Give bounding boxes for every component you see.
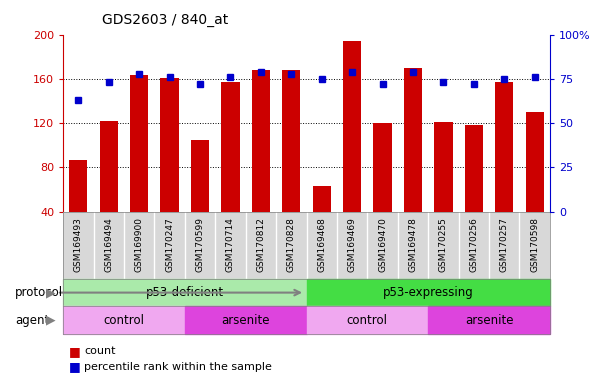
Text: protocol: protocol	[15, 286, 63, 299]
Bar	[307, 306, 428, 334]
Bar	[160, 78, 178, 212]
Bar	[495, 82, 513, 212]
Text: ■: ■	[69, 345, 81, 358]
Text: GSM170812: GSM170812	[257, 217, 266, 272]
Text: p53-deficient: p53-deficient	[146, 286, 224, 299]
Text: GSM170257: GSM170257	[500, 217, 509, 272]
Text: GSM170599: GSM170599	[195, 217, 204, 272]
Text: GSM170714: GSM170714	[226, 217, 235, 272]
Bar	[373, 123, 392, 212]
Bar	[465, 125, 483, 212]
Bar	[69, 160, 88, 212]
Bar	[221, 82, 240, 212]
Text: GSM170828: GSM170828	[287, 217, 296, 272]
Bar	[307, 279, 550, 306]
Bar	[404, 68, 422, 212]
Text: GSM169478: GSM169478	[409, 217, 418, 272]
Text: ■: ■	[69, 360, 81, 373]
Text: GSM169468: GSM169468	[317, 217, 326, 272]
Text: GDS2603 / 840_at: GDS2603 / 840_at	[102, 13, 228, 27]
Bar	[191, 140, 209, 212]
Text: control: control	[103, 314, 144, 327]
Text: ▶: ▶	[46, 286, 56, 299]
Bar	[526, 112, 544, 212]
Text: p53-expressing: p53-expressing	[383, 286, 474, 299]
Bar	[100, 121, 118, 212]
Text: arsenite: arsenite	[221, 314, 270, 327]
Text: GSM169493: GSM169493	[74, 217, 83, 272]
Text: GSM170598: GSM170598	[530, 217, 539, 272]
Bar	[282, 70, 300, 212]
Bar	[63, 279, 307, 306]
Text: arsenite: arsenite	[465, 314, 513, 327]
Bar	[63, 306, 185, 334]
Text: control: control	[347, 314, 388, 327]
Text: GSM170255: GSM170255	[439, 217, 448, 272]
Bar	[185, 306, 307, 334]
Text: ▶: ▶	[46, 314, 56, 327]
Text: agent: agent	[15, 314, 49, 327]
Bar	[130, 76, 148, 212]
Bar	[252, 70, 270, 212]
Text: percentile rank within the sample: percentile rank within the sample	[84, 362, 272, 372]
Bar	[343, 41, 361, 212]
Bar	[428, 306, 550, 334]
Bar	[435, 122, 453, 212]
Text: GSM169469: GSM169469	[347, 217, 356, 272]
Text: count: count	[84, 346, 115, 356]
Text: GSM170247: GSM170247	[165, 217, 174, 272]
Bar	[313, 186, 331, 212]
Text: GSM170256: GSM170256	[469, 217, 478, 272]
Text: GSM169494: GSM169494	[104, 217, 113, 272]
Text: GSM169470: GSM169470	[378, 217, 387, 272]
Text: GSM169900: GSM169900	[135, 217, 144, 272]
